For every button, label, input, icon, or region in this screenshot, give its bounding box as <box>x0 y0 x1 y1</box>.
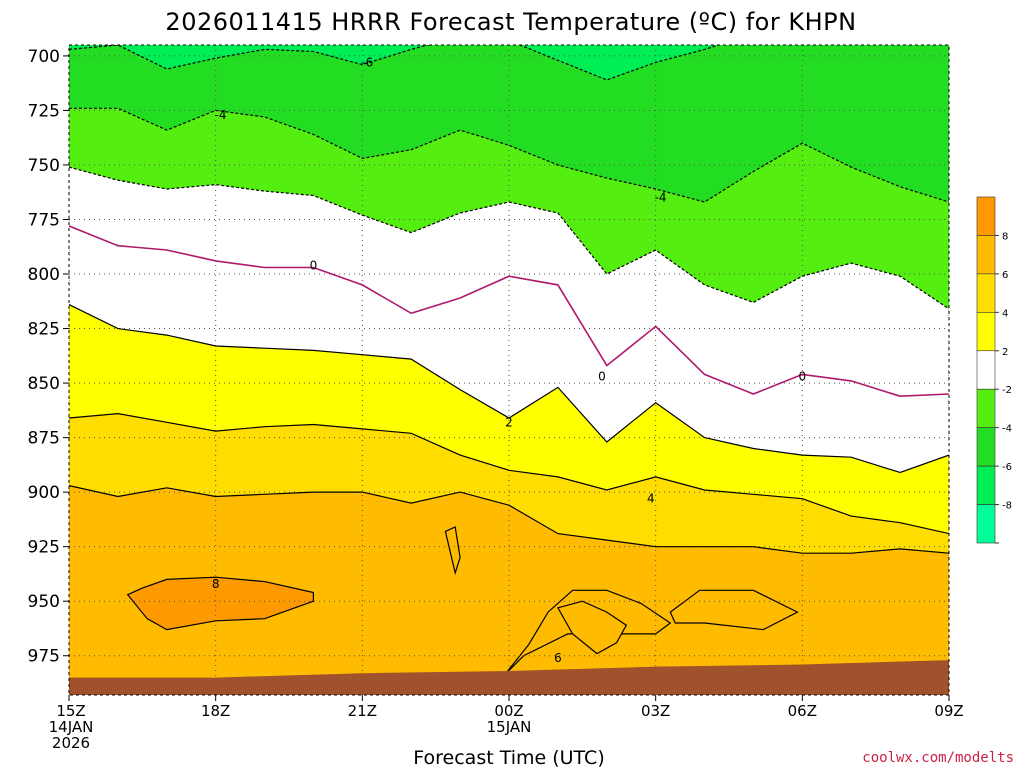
colorbar-swatch <box>976 465 996 505</box>
x-tick-label: 06Z <box>788 702 817 720</box>
y-tick-label: 725 <box>28 101 60 121</box>
y-tick-label: 925 <box>28 538 60 558</box>
colorbar-swatch <box>976 235 996 275</box>
x-tick-label: 15JAN <box>487 718 532 736</box>
colorbar-swatch <box>976 273 996 313</box>
colorbar-swatch <box>976 196 996 236</box>
y-tick-label: 800 <box>28 265 60 285</box>
x-tick-label: 09Z <box>934 702 963 720</box>
isotherm-label: -6 <box>361 55 373 69</box>
isotherm-line <box>126 576 314 631</box>
colorbar-swatch <box>976 312 996 352</box>
isotherm-line <box>69 412 949 535</box>
colorbar-swatch <box>976 504 996 544</box>
chart-title: 2026011415 HRRR Forecast Temperature (ºC… <box>165 8 856 36</box>
y-tick-label: 700 <box>28 47 60 67</box>
isotherm-label: 8 <box>212 577 220 591</box>
isotherm-lines: -6 -4 -4 0 0 0 2 4 6 8 <box>69 45 949 665</box>
y-tick-label: 875 <box>28 429 60 449</box>
y-tick-label: 950 <box>28 592 60 612</box>
isotherm-label: 0 <box>799 370 807 384</box>
warm-pocket-6c <box>556 600 628 655</box>
y-tick-label: 825 <box>28 320 60 340</box>
x-tick-label: 14JAN <box>49 718 94 736</box>
colorbar-swatch <box>976 427 996 467</box>
colorbar-legend: -8 -6 -4 -2 2 4 6 8 <box>976 196 1012 544</box>
colorbar-label: 6 <box>1002 270 1008 281</box>
isotherm-label: -4 <box>655 191 667 205</box>
x-tick-label: 21Z <box>348 702 377 720</box>
x-tick-label: 18Z <box>201 702 230 720</box>
y-tick-label: 900 <box>28 483 60 503</box>
isotherm-line <box>69 485 949 554</box>
isotherm-label: 6 <box>554 651 562 665</box>
terrain-ground <box>69 660 949 695</box>
colorbar-label: 8 <box>1002 231 1008 242</box>
isotherm-label: 0 <box>310 258 318 272</box>
isotherm-line <box>69 225 949 398</box>
colorbar-label: -6 <box>1002 462 1012 473</box>
colorbar-label: -2 <box>1002 385 1012 396</box>
isotherm-line <box>69 166 949 310</box>
x-tick-label: 00Z <box>494 702 523 720</box>
isotherm-label: 0 <box>598 370 606 384</box>
ground-fill <box>69 660 949 695</box>
x-tick-label: 15Z <box>56 702 85 720</box>
colorbar-swatch <box>976 388 996 428</box>
x-tick-label: 03Z <box>641 702 670 720</box>
y-tick-label: 850 <box>28 374 60 394</box>
plot-area <box>69 45 949 695</box>
isotherm-label: 4 <box>647 492 655 506</box>
y-tick-label: 750 <box>28 156 60 176</box>
band-neg6-to-neg4 <box>69 45 949 202</box>
band-neg8-to-neg6 <box>69 45 949 80</box>
colorbar-swatch <box>976 350 996 390</box>
x-axis-title: Forecast Time (UTC) <box>413 747 604 768</box>
credit-text: coolwx.com/modelts <box>862 750 1014 766</box>
isotherm-line <box>69 107 949 203</box>
isotherm-label: -4 <box>215 108 227 122</box>
grid-lines <box>69 45 949 695</box>
x-tick-label: 2026 <box>52 734 90 752</box>
y-tick-label: 975 <box>28 647 60 667</box>
y-axis: 700 725 750 775 800 825 850 875 900 925 950 975 <box>28 47 69 667</box>
isotherm-line <box>69 304 949 474</box>
colorbar-label: -8 <box>1002 501 1012 512</box>
colorbar-label: 2 <box>1002 347 1008 358</box>
warm-pocket-6c <box>444 526 461 576</box>
isotherm-label: 2 <box>505 415 513 429</box>
colorbar-label: 4 <box>1002 308 1008 319</box>
warm-pocket-6c <box>669 589 799 631</box>
colorbar-label: -4 <box>1002 424 1012 435</box>
band-8-to-10 <box>127 577 314 630</box>
y-tick-label: 775 <box>28 210 60 230</box>
